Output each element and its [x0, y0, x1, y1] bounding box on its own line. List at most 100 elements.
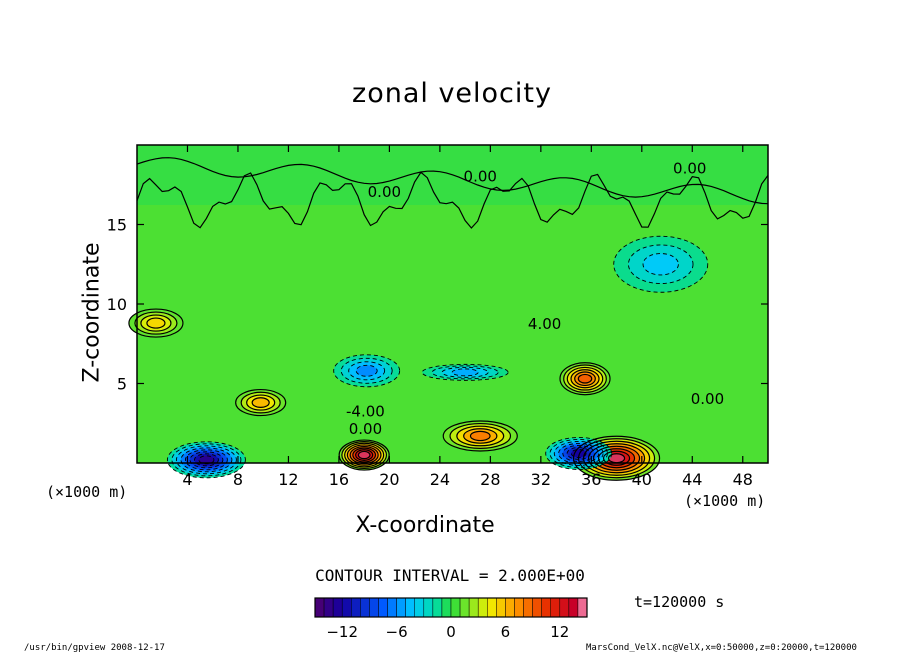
contour-8-3: [180, 447, 233, 473]
contour-9-0: [545, 437, 613, 470]
contour-3-3: [463, 428, 498, 444]
contour-1-5: [352, 447, 377, 463]
x-tick-label-11: 48: [733, 470, 753, 489]
footer-right: MarsCond_VelX.nc@VelX,x=0:50000,z=0:2000…: [586, 643, 857, 653]
contour-label-1: 0.00: [673, 159, 706, 177]
contour-8-5: [189, 451, 224, 469]
contour-4-1: [240, 391, 281, 414]
contour-interval-label: CONTOUR INTERVAL = 2.000E+00: [315, 566, 585, 585]
x-tick-label-9: 40: [632, 470, 652, 489]
x-tick-label-8: 36: [581, 470, 601, 489]
x-unit-label-left: (×1000 m): [46, 483, 128, 501]
contour-4-2: [246, 394, 276, 411]
contour-2-0: [572, 435, 661, 481]
contour-1-6: [355, 449, 374, 461]
zero-contour-top: [136, 157, 769, 205]
contour-5-1: [134, 311, 178, 335]
contour-2-3: [587, 443, 646, 474]
contour-8-2: [175, 445, 237, 475]
x-axis-label: X-coordinate: [355, 513, 495, 538]
zero-contour-upper: [136, 171, 769, 229]
contour-8-7: [198, 455, 215, 465]
contour-0-5: [577, 373, 593, 384]
x-tick-label-0: 4: [182, 470, 192, 489]
field-level-1-7: [358, 451, 370, 459]
contour-1-0: [338, 439, 390, 471]
contour-label-4: -4.00: [346, 403, 385, 421]
field-level-6-3: [356, 365, 378, 377]
contour-1-7: [357, 450, 371, 460]
contour-9-1: [549, 439, 608, 468]
contour-0-3: [570, 369, 600, 389]
contour-label-0: 0.00: [464, 167, 497, 185]
x-unit-label-right: (×1000 m): [684, 492, 766, 510]
contour-2-4: [592, 445, 641, 471]
contour-2-6: [602, 450, 631, 466]
contour-3-4: [469, 430, 491, 442]
x-tick-label-10: 44: [682, 470, 702, 489]
contour-8-4: [184, 449, 228, 471]
contour-7-1: [431, 365, 499, 380]
contour-2-1: [577, 438, 656, 479]
contour-label-3: 4.00: [528, 315, 561, 333]
contour-1-1: [341, 441, 388, 470]
contour-label-5: 0.00: [349, 420, 382, 438]
contour-5-3: [146, 317, 166, 329]
contour-2-2: [582, 440, 651, 476]
x-tick-label-4: 20: [379, 470, 399, 489]
x-tick-label-5: 24: [430, 470, 450, 489]
contour-9-6: [570, 449, 587, 458]
contour-0-2: [566, 366, 604, 391]
contour-6-0: [333, 354, 401, 388]
contour-10-1: [627, 244, 694, 284]
field-level-0-5: [578, 374, 592, 384]
y-tick-label-1: 10: [107, 295, 127, 314]
contour-label-2: 0.00: [368, 183, 401, 201]
field-level-10-2: [643, 253, 679, 275]
field-level-3-4: [470, 431, 491, 441]
contour-labels: 0.00 0.000.004.00-4.000.000.00: [346, 159, 724, 438]
contour-9-4: [562, 445, 596, 462]
footer-left: /usr/bin/gpview 2008-12-17: [24, 643, 165, 653]
y-axis-label: Z-coordinate: [79, 242, 105, 383]
contour-0-4: [574, 371, 596, 387]
field-level-8-7: [198, 455, 214, 464]
contour-8-0: [166, 441, 246, 479]
contour-2-5: [597, 448, 636, 469]
contour-3-1: [449, 422, 512, 449]
contour-1-3: [346, 444, 382, 466]
x-tick-label-2: 12: [278, 470, 298, 489]
contour-0-1: [563, 364, 607, 394]
contour-9-2: [553, 441, 604, 466]
contour-6-1: [340, 357, 393, 384]
contour-10-0: [613, 235, 709, 293]
y-tick-label-0: 5: [117, 375, 127, 394]
time-label: t=120000 s: [634, 593, 725, 611]
contour-7-3: [451, 368, 479, 377]
contour-6-3: [355, 364, 378, 377]
contour-4-0: [235, 388, 287, 417]
contour-0-0: [559, 362, 611, 396]
contour-7-2: [441, 366, 489, 378]
contour-lines: [128, 157, 769, 481]
contour-6-2: [348, 361, 386, 381]
contour-8-1: [171, 443, 242, 477]
field-level-5-3: [146, 318, 165, 329]
contour-1-2: [344, 442, 385, 468]
contour-5-2: [140, 314, 172, 332]
contour-label-6: 0.00: [691, 390, 724, 408]
contour-3-0: [442, 420, 518, 452]
contour-4-3: [251, 397, 270, 408]
contour-8-6: [193, 453, 219, 467]
x-tick-label-1: 8: [233, 470, 243, 489]
contour-5-0: [128, 308, 184, 338]
x-tick-label-7: 32: [531, 470, 551, 489]
field-level-4-3: [252, 397, 270, 408]
chart-title: zonal velocity: [352, 78, 552, 109]
contour-9-5: [566, 447, 591, 460]
contour-3-2: [456, 425, 505, 447]
field-level-2-7: [608, 453, 625, 463]
contour-10-2: [642, 253, 679, 276]
